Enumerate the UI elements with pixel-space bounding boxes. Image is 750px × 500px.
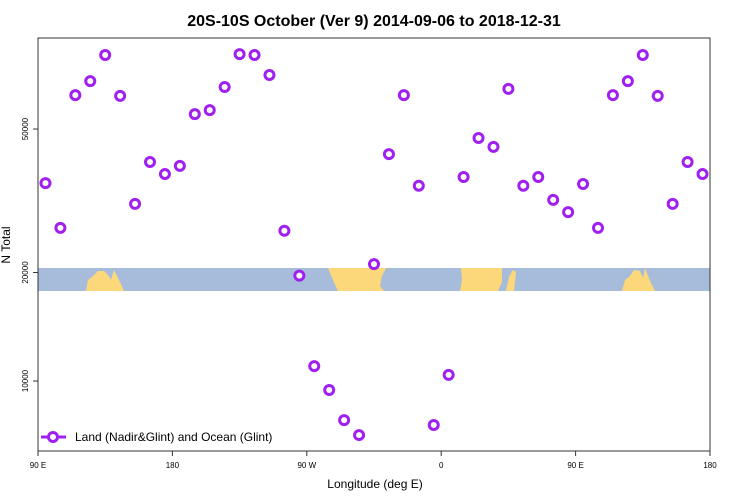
data-point (233, 48, 246, 61)
data-point (263, 69, 276, 82)
data-point (203, 104, 216, 117)
data-point (666, 197, 679, 210)
data-point (323, 384, 336, 397)
data-point (368, 258, 380, 271)
data-point (158, 168, 171, 181)
data-point (188, 108, 201, 121)
data-point (517, 179, 530, 192)
x-tick-label: 90 E (567, 461, 583, 470)
x-tick-label: 180 (166, 461, 180, 470)
x-tick-label: 90 W (297, 461, 316, 470)
land-shape (506, 270, 516, 291)
data-point (457, 171, 470, 184)
y-tick-label: 20000 (21, 261, 30, 284)
data-point (651, 89, 664, 102)
data-point (278, 224, 291, 237)
data-point (382, 148, 395, 161)
data-point (427, 419, 440, 432)
x-tick-label: 90 E (30, 461, 46, 470)
x-tick-label: 0 (439, 461, 444, 470)
data-point (636, 49, 649, 62)
data-point (577, 177, 590, 190)
data-point (592, 221, 604, 234)
land-shape (328, 268, 386, 291)
data-point (696, 168, 709, 181)
data-point (502, 82, 515, 95)
data-point (99, 49, 112, 62)
data-point (472, 132, 485, 145)
land-shape (622, 268, 655, 291)
data-point (442, 368, 455, 381)
legend-label: Land (Nadir&Glint) and Ocean (Glint) (75, 430, 272, 444)
plot-frame (37, 37, 711, 452)
legend: Land (Nadir&Glint) and Ocean (Glint) (41, 430, 272, 444)
data-point (293, 269, 306, 282)
legend-marker (47, 431, 59, 443)
map-band (38, 268, 710, 291)
data-point (621, 75, 634, 88)
data-point (562, 206, 575, 219)
data-point (397, 89, 410, 102)
land-shape (86, 270, 124, 291)
data-point (114, 89, 127, 102)
data-point (606, 89, 619, 102)
y-axis-label: N Total (0, 226, 13, 263)
data-point (129, 197, 142, 210)
data-point (681, 156, 694, 169)
land-shape (460, 268, 502, 291)
data-point (69, 89, 82, 102)
data-point (487, 140, 500, 153)
x-axis-label: Longitude (deg E) (327, 477, 422, 491)
data-point (338, 414, 351, 427)
data-point (412, 179, 425, 192)
data-point (353, 429, 366, 442)
data-point (173, 159, 186, 172)
x-tick-label: 180 (703, 461, 717, 470)
data-point (532, 171, 545, 184)
data-point (144, 156, 156, 169)
data-point (39, 177, 52, 190)
data-point (218, 80, 231, 93)
y-tick-label: 50000 (21, 117, 30, 140)
y-tick-label: 10000 (21, 369, 30, 392)
data-point (308, 360, 321, 373)
data-point (248, 49, 261, 62)
data-point (84, 75, 97, 88)
chart-title: 20S-10S October (Ver 9) 2014-09-06 to 20… (187, 13, 561, 30)
data-point (54, 221, 67, 234)
data-point (547, 193, 560, 206)
